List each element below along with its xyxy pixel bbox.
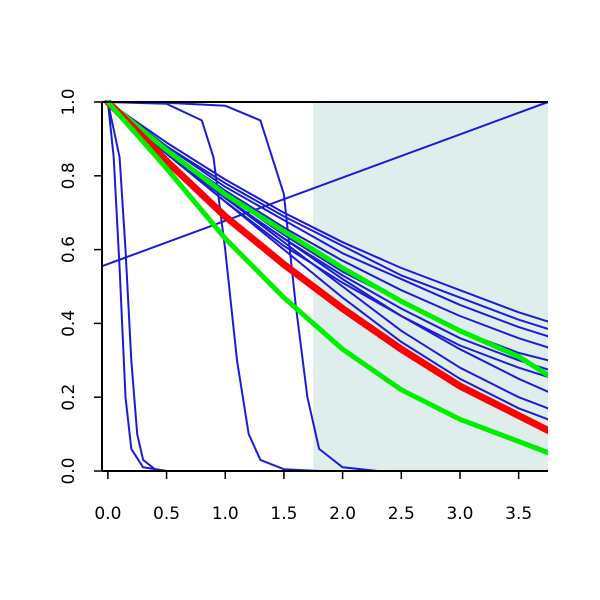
- y-tick-label: 0.8: [59, 162, 79, 189]
- series-line-blue-7: [106, 101, 548, 330]
- x-tick-label: 3.0: [446, 504, 473, 524]
- series-layer: [102, 100, 548, 472]
- series-line-blue-2: [106, 101, 168, 472]
- x-tick-label: 1.5: [270, 504, 297, 524]
- series-line-blue-3: [106, 101, 321, 472]
- axes-layer: [94, 101, 548, 479]
- series-line-red-17: [104, 100, 548, 434]
- x-tick-label: 0.5: [153, 504, 180, 524]
- series-line-blue-1: [106, 101, 168, 472]
- series-line-green-18: [105, 100, 548, 456]
- series-line-blue-5: [102, 101, 548, 268]
- tick-labels-layer: 0.0 0.5 1.0 1.5 2.0 2.5 3.0 3.5 0.0 0.2 0.4 0.6 0.8 1…: [59, 88, 532, 524]
- y-tick-label: 0.4: [59, 310, 79, 337]
- x-tick-label: 1.0: [212, 504, 239, 524]
- series-line-blue-8: [106, 101, 548, 338]
- series-line-blue-15: [106, 101, 548, 421]
- y-tick-label: 0.2: [59, 384, 79, 411]
- series-line-green-16: [105, 100, 548, 378]
- series-line-blue-6: [106, 101, 548, 323]
- x-tick-label: 0.0: [94, 504, 121, 524]
- y-tick-label: 0.6: [59, 236, 79, 263]
- x-tick-label: 3.5: [505, 504, 532, 524]
- y-tick-label: 1.0: [59, 88, 79, 115]
- x-tick-label: 2.0: [329, 504, 356, 524]
- x-tick-label: 2.5: [388, 504, 415, 524]
- y-tick-label: 0.0: [59, 457, 79, 484]
